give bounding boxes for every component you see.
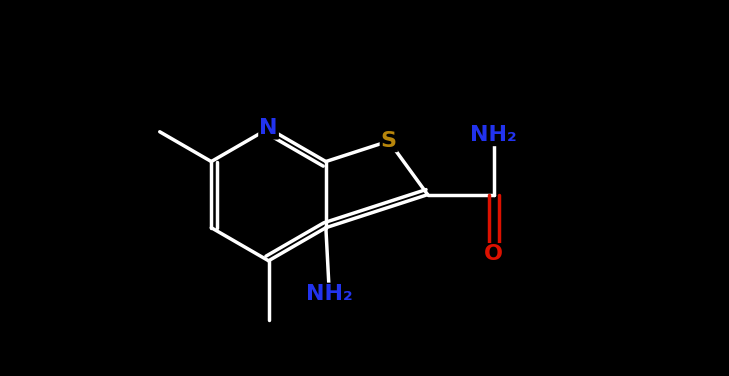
Text: NH₂: NH₂ bbox=[470, 125, 517, 145]
Text: N: N bbox=[260, 118, 278, 138]
Text: O: O bbox=[484, 244, 503, 264]
Text: S: S bbox=[381, 131, 397, 151]
Text: NH₂: NH₂ bbox=[306, 284, 353, 304]
